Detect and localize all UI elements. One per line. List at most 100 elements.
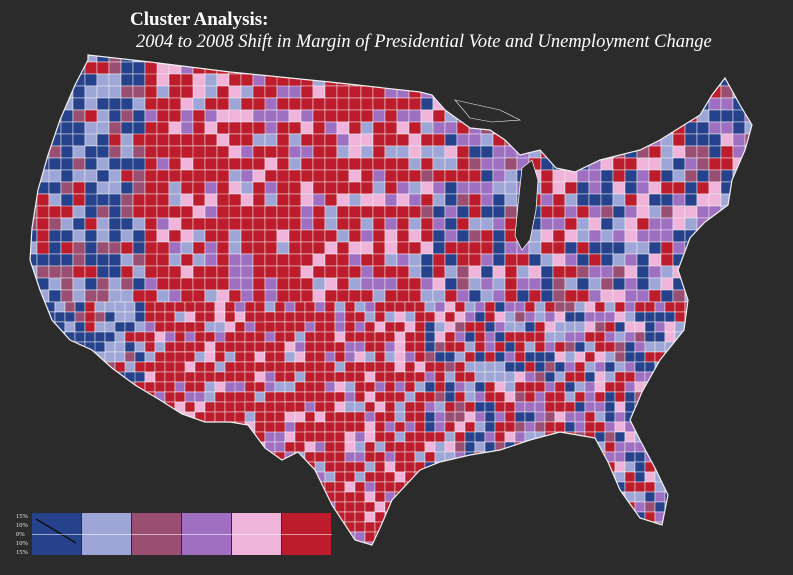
county-cell [164,431,176,443]
county-cell [114,411,136,433]
county-cell [564,381,576,393]
county-cell [156,217,170,231]
county-cell [228,85,242,99]
county-cell [660,289,674,303]
county-cell [734,361,746,373]
county-cell [564,289,578,303]
county-cell [600,193,614,207]
county-cell [120,277,134,291]
county-cell [514,311,526,323]
county-cell [284,471,296,483]
county-cell [714,301,726,313]
county-cell [336,121,350,135]
county-cell [156,205,170,219]
county-cell [757,74,769,86]
county-cell [74,401,86,413]
county-cell [124,341,136,353]
county-cell [696,229,710,243]
county-cell [360,277,374,291]
county-cell [192,193,206,207]
county-cell [360,61,374,75]
county-cell [394,421,406,433]
county-cell [144,145,158,159]
county-cell [704,411,716,423]
county-cell [444,491,456,503]
county-cell [240,157,254,171]
county-cell [120,241,134,255]
county-cell [394,511,406,523]
county-cell [334,351,346,363]
county-cell [312,253,326,267]
county-cell [324,61,338,75]
county-cell [48,277,62,291]
county-cell [660,277,674,291]
county-cell [576,241,590,255]
county-cell [394,361,406,373]
county-cell [314,491,326,503]
county-cell [134,411,146,423]
county-cell [456,121,470,135]
county-cell [564,421,576,433]
county-cell [552,55,566,63]
county-cell [372,145,386,159]
county-cell [484,321,496,333]
county-cell [552,73,566,87]
county-cell [284,501,296,513]
county-cell [674,511,686,523]
county-cell [132,253,146,267]
county-cell [144,481,156,493]
county-cell [694,431,706,443]
county-cell [252,277,266,291]
county-cell [404,321,416,333]
county-cell [732,181,746,195]
county-cell [240,229,254,243]
county-cell [744,73,752,87]
county-cell [264,441,276,453]
county-cell [755,492,765,502]
county-cell [94,471,106,483]
county-cell [276,121,290,135]
county-cell [420,253,434,267]
county-cell [624,541,636,545]
county-cell [288,55,302,63]
county-cell [634,351,646,363]
county-cell [180,277,194,291]
county-cell [456,217,470,231]
county-cell [594,391,606,403]
county-cell [757,254,769,266]
county-cell [604,351,616,363]
county-cell [484,411,496,423]
county-cell [604,541,616,545]
county-cell [576,61,590,75]
county-cell [480,181,494,195]
county-cell [516,253,530,267]
county-cell [144,331,156,343]
county-cell [624,341,636,353]
county-cell [154,381,166,393]
county-cell [360,181,374,195]
county-cell [234,361,246,373]
county-cell [704,451,716,463]
county-cell [504,193,518,207]
county-cell [214,311,226,323]
county-cell [704,301,716,313]
county-cell [312,157,326,171]
county-cell [348,277,362,291]
county-cell [484,311,496,323]
county-cell [674,311,686,323]
county-cell [154,311,166,323]
county-cell [694,471,706,483]
county-cell [228,121,242,135]
county-cell [614,511,626,523]
county-cell [624,361,636,373]
county-cell [264,331,276,343]
county-cell [314,381,326,393]
county-cell [544,301,556,313]
county-cell [180,229,194,243]
county-cell [264,341,276,353]
county-cell [336,229,350,243]
county-cell [464,481,476,493]
county-cell [755,462,765,472]
county-cell [252,217,266,231]
county-cell [704,471,716,483]
